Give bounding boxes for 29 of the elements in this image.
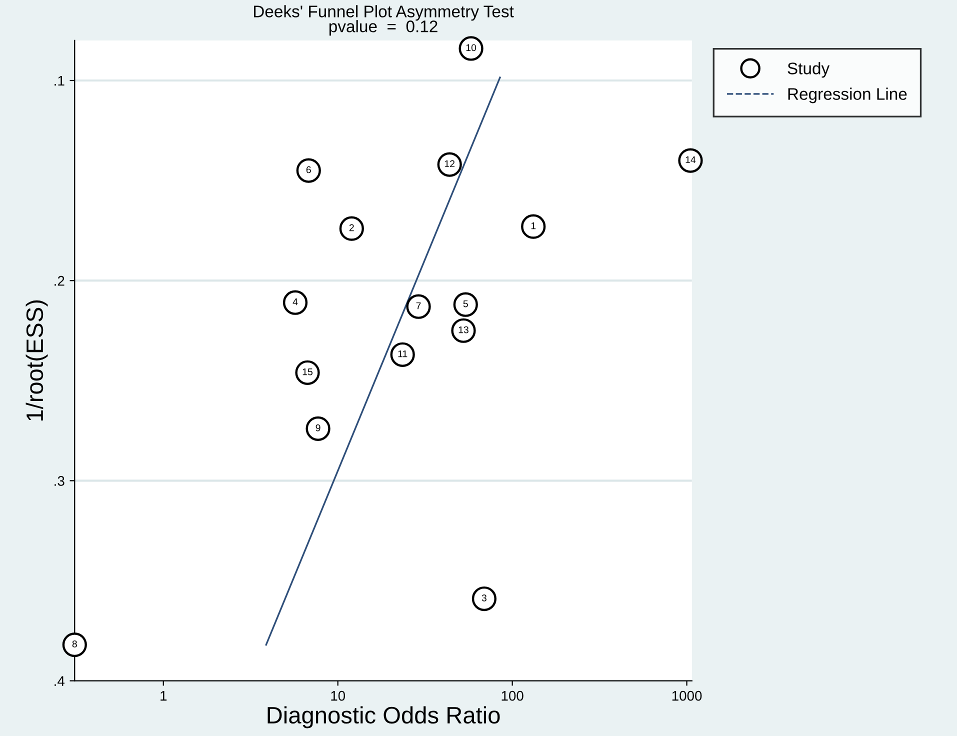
annotation: 1 (531, 222, 536, 230)
annotation: 5 (463, 300, 468, 308)
x-tick-label: 100 (502, 690, 524, 701)
x-tick-label: 1000 (672, 690, 702, 701)
y-tick-label: .4 (54, 676, 65, 686)
annotation: 15 (302, 368, 313, 376)
annotation: 7 (416, 302, 421, 310)
annotation: 3 (482, 594, 486, 602)
annotation: 12 (444, 160, 455, 168)
annotation: 9 (316, 424, 320, 432)
chart-title: Deeks' Funnel Plot Asymmetry Test (254, 5, 514, 21)
annotation: 13 (458, 326, 468, 334)
chart-subtitle: pvalue = 0.12 (329, 20, 438, 36)
x-tick-label: 10 (331, 690, 346, 701)
y-axis-title: 1/root(ESS) (26, 300, 48, 421)
legend-label: Regression Line (788, 88, 907, 104)
legend-label: Study (788, 62, 830, 78)
annotation: 8 (72, 640, 77, 648)
annotation: 6 (306, 166, 311, 174)
x-tick-label: 1 (160, 691, 167, 701)
annotation: 11 (398, 350, 408, 358)
annotation: 4 (292, 298, 298, 306)
annotation: 14 (686, 156, 696, 164)
annotation: 10 (466, 44, 476, 52)
y-tick-label: .2 (54, 276, 64, 286)
y-tick-label: .1 (54, 76, 64, 86)
annotation: 2 (349, 224, 354, 232)
y-tick-label: .3 (54, 476, 64, 486)
x-axis-title: Diagnostic Odds Ratio (268, 706, 500, 728)
